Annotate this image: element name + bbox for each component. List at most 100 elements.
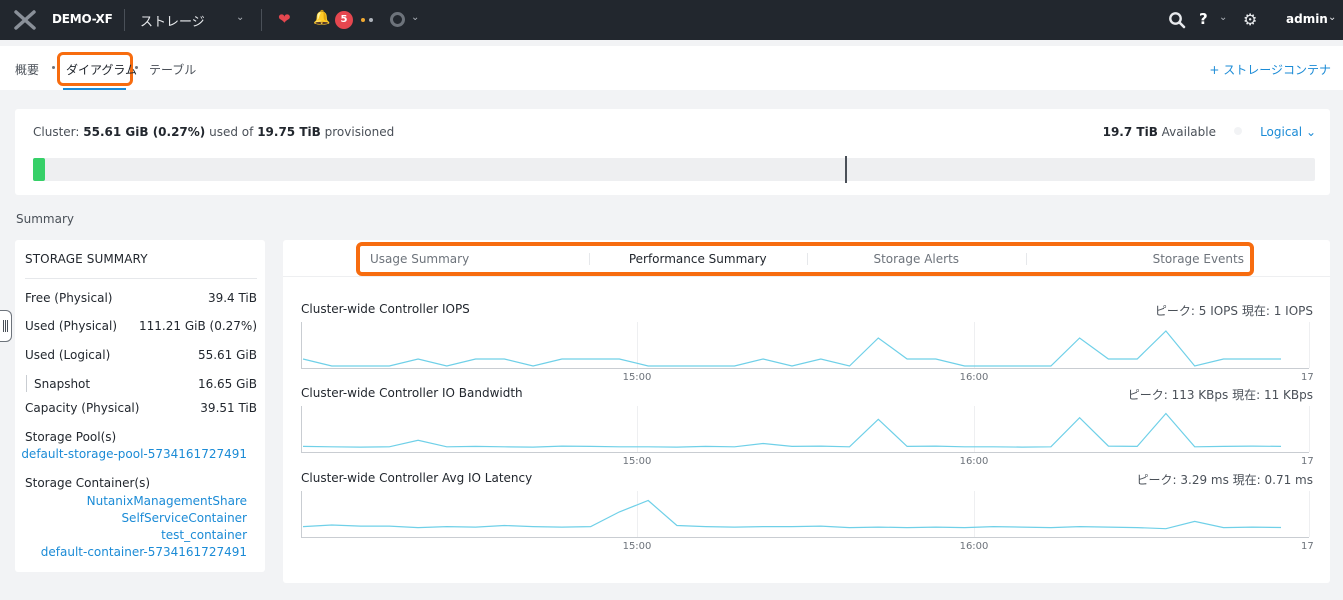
chart-x-tick-label: 16:00 — [960, 456, 989, 464]
bell-icon[interactable]: 🔔 — [313, 10, 331, 26]
row-label: Snapshot — [34, 377, 91, 391]
storage-container-link[interactable]: test_container — [161, 528, 247, 542]
storage-container-link[interactable]: SelfServiceContainer — [121, 511, 247, 525]
indent-line — [26, 375, 27, 392]
chart-x-tick-label: 16:00 — [960, 541, 989, 549]
help-icon[interactable]: ? — [1199, 10, 1208, 28]
chart-series-line — [302, 412, 1282, 448]
cluster-usage-bar — [33, 156, 1315, 183]
row-label: Used (Logical) — [25, 348, 111, 362]
row-label: Used (Physical) — [25, 319, 118, 333]
view-mode-label: Logical — [1260, 125, 1303, 139]
handle-grip-line — [3, 320, 4, 332]
cluster-provisioned-suffix: provisioned — [324, 125, 395, 139]
view-tabs-bar: 概要 ダイアグラム テーブル + ストレージコンテナ — [0, 46, 1343, 90]
side-panel-handle[interactable] — [0, 310, 12, 342]
cluster-used-of: used of — [209, 125, 254, 139]
usage-threshold-marker — [845, 156, 847, 183]
cluster-prefix: Cluster: — [33, 125, 80, 139]
tab-storage-events[interactable]: Storage Events — [1025, 246, 1251, 272]
chart-x-tick-label: 17: — [1301, 456, 1313, 464]
chart-x-tick-label: 17: — [1301, 541, 1313, 549]
cluster-usage-text: Cluster: 55.61 GiB (0.27%) used of 19.75… — [33, 125, 394, 139]
divider — [25, 278, 257, 279]
chart-title: Cluster-wide Controller IOPS — [301, 302, 470, 316]
row-label: Free (Physical) — [25, 291, 113, 305]
cluster-usage-card: Cluster: 55.61 GiB (0.27%) used of 19.75… — [15, 109, 1330, 195]
chart-title: Cluster-wide Controller IO Bandwidth — [301, 386, 523, 400]
cluster-provisioned-value: 19.75 TiB — [257, 125, 321, 139]
row-value: 16.65 GiB — [197, 377, 257, 391]
available-text: 19.7 TiB Available — [1103, 125, 1216, 139]
active-tab-underline — [63, 88, 126, 90]
tab-usage-summary[interactable]: Usage Summary — [370, 252, 470, 266]
storage-container-link[interactable]: NutanixManagementShare — [86, 494, 247, 508]
user-menu[interactable]: admin — [1286, 12, 1328, 26]
row-value: 55.61 GiB — [197, 348, 257, 362]
chart-x-tick-label: 17: — [1301, 372, 1313, 380]
top-navigation-bar: DEMO-XF ストレージ ⌄ ❤ 🔔 5 ⌄ ? ⌄ ⚙ admin ⌄ — [0, 0, 1343, 40]
summary-tabs: Usage Summary Performance Summary Storag… — [360, 246, 1250, 272]
chart-peak-current: ピーク: 3.29 ms 現在: 0.71 ms — [1136, 473, 1313, 487]
search-icon[interactable] — [1168, 11, 1186, 29]
storage-summary-title: STORAGE SUMMARY — [25, 252, 148, 266]
storage-summary-card: STORAGE SUMMARY Free (Physical) 39.4 TiB… — [15, 240, 265, 572]
nutanix-logo-icon[interactable] — [14, 10, 36, 30]
health-heart-icon[interactable]: ❤ — [278, 10, 291, 28]
row-value: 39.51 TiB — [200, 401, 257, 415]
section-dropdown[interactable]: ストレージ — [140, 15, 205, 30]
chevron-down-icon[interactable]: ⌄ — [236, 12, 245, 23]
active-tab-highlight — [57, 52, 133, 86]
tab-separator-dot — [52, 66, 55, 69]
chart-peak-current: ピーク: 113 KBps 現在: 11 KBps — [1127, 388, 1313, 402]
storage-pools-label: Storage Pool(s) — [25, 430, 117, 444]
chevron-down-icon[interactable]: ⌄ — [411, 12, 420, 23]
tab-diagram[interactable]: ダイアグラム — [66, 63, 138, 77]
row-value: 39.4 TiB — [207, 291, 257, 305]
storage-pool-link[interactable]: default-storage-pool-5734161727491 — [21, 447, 247, 461]
chevron-down-icon[interactable]: ⌄ — [1328, 12, 1337, 23]
row-label: Capacity (Physical) — [25, 401, 140, 415]
divider — [283, 276, 1330, 277]
summary-heading: Summary — [16, 212, 74, 226]
chevron-down-icon[interactable]: ⌄ — [1219, 12, 1228, 23]
divider — [124, 9, 125, 31]
available-suffix: Available — [1161, 125, 1216, 139]
chart-x-tick-label: 15:00 — [623, 456, 652, 464]
chart-series-line — [302, 330, 1281, 367]
latency-line-chart[interactable]: 15:00 16:00 17: — [301, 489, 1313, 549]
handle-grip-line — [7, 320, 8, 332]
handle-grip-line — [5, 320, 6, 332]
divider — [261, 9, 262, 31]
chart-title: Cluster-wide Controller Avg IO Latency — [301, 471, 533, 485]
storage-container-link[interactable]: default-container-5734161727491 — [40, 545, 247, 559]
alert-count-badge[interactable]: 5 — [335, 11, 353, 29]
performance-charts-card: Usage Summary Performance Summary Storag… — [283, 240, 1330, 583]
gear-icon[interactable]: ⚙ — [1243, 10, 1258, 29]
chart-peak-current: ピーク: 5 IOPS 現在: 1 IOPS — [1154, 304, 1313, 318]
storage-containers-label: Storage Container(s) — [25, 476, 151, 490]
add-storage-container-link[interactable]: + ストレージコンテナ — [1209, 63, 1331, 77]
tab-separator-dot — [135, 66, 138, 69]
legend-dot-icon — [1234, 127, 1242, 135]
cluster-name[interactable]: DEMO-XF — [52, 12, 113, 26]
chart-x-tick-label: 15:00 — [623, 541, 652, 549]
task-circle-icon[interactable] — [390, 12, 405, 27]
cluster-used-value: 55.61 GiB (0.27%) — [83, 125, 206, 139]
available-value: 19.7 TiB — [1102, 125, 1158, 139]
chart-series-line — [302, 499, 1282, 530]
tab-storage-alerts[interactable]: Storage Alerts — [807, 246, 1026, 272]
view-mode-dropdown[interactable]: Logical ⌄ — [1260, 125, 1316, 139]
info-dot-icon[interactable] — [369, 18, 373, 22]
row-value: 111.21 GiB (0.27%) — [139, 319, 257, 333]
summary-tabs-highlight: Usage Summary Performance Summary Storag… — [356, 242, 1254, 276]
tab-overview[interactable]: 概要 — [15, 63, 40, 77]
usage-bar-fill — [33, 158, 45, 181]
tab-performance-summary[interactable]: Performance Summary — [588, 246, 808, 272]
chart-x-tick-label: 15:00 — [623, 372, 652, 380]
chart-x-tick-label: 16:00 — [960, 372, 989, 380]
warning-dot-icon[interactable] — [361, 18, 365, 22]
tab-table[interactable]: テーブル — [149, 63, 197, 77]
iops-line-chart[interactable]: 15:00 16:00 17: — [301, 320, 1313, 380]
bandwidth-line-chart[interactable]: 15:00 16:00 17: — [301, 404, 1313, 464]
